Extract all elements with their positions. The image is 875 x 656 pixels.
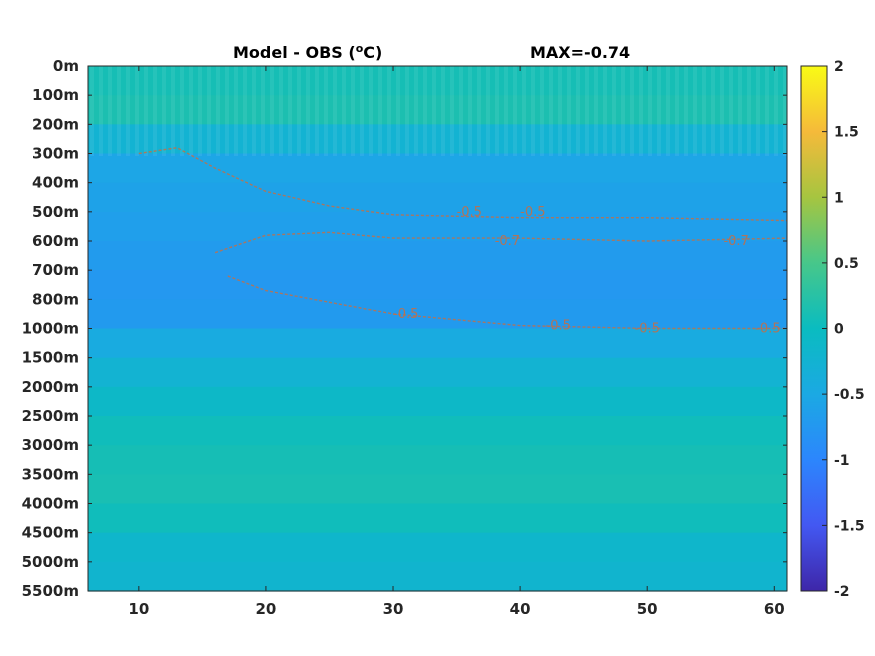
contour-label: -0.5	[457, 205, 482, 220]
heatmap-band	[88, 503, 787, 534]
contour-label: -0.5	[520, 205, 545, 220]
colorbar-tick-label: 1.5	[834, 125, 859, 141]
contour-line	[214, 231, 788, 254]
colorbar-tick-label: 1	[834, 190, 844, 206]
colorbar-tick-label: 0.5	[834, 256, 859, 272]
contour-label: -0.5	[755, 322, 780, 337]
heatmap-area: -0.5 -0.5-0.7 -0.7-0.5-0.5 -0.5 -0.5	[88, 66, 788, 592]
heatmap-band	[88, 561, 787, 592]
surface-stripe-texture	[88, 66, 787, 156]
heatmap-band	[88, 153, 787, 184]
y-tick-label: 2500m	[22, 407, 79, 425]
heatmap-band	[88, 211, 787, 242]
y-tick-label: 3500m	[22, 465, 79, 483]
heatmap-band	[88, 445, 787, 475]
heatmap-band	[88, 357, 787, 388]
heatmap-band	[88, 386, 787, 417]
y-tick-label: 0m	[53, 57, 79, 75]
heatmap-band	[88, 328, 787, 359]
y-tick-label: 600m	[32, 232, 79, 250]
x-tick-label: 30	[383, 600, 404, 618]
y-tick-label: 1000m	[22, 320, 79, 338]
heatmap-band	[88, 299, 787, 330]
contour-line	[138, 146, 788, 222]
y-tick-label: 1500m	[22, 349, 79, 367]
contour-label: -0.7	[495, 234, 520, 249]
y-tick-label: 800m	[32, 290, 79, 308]
max-label: MAX=-0.74	[530, 43, 630, 62]
colorbar-tick-label: -1.5	[834, 518, 865, 534]
y-tick-label: 4000m	[22, 495, 79, 513]
x-tick-label: 60	[764, 600, 785, 618]
x-tick-label: 50	[637, 600, 658, 618]
colorbar: 2 1.5 1 0.5 0 -0.5 -1 -1.5 -2	[800, 59, 865, 600]
heatmap-band	[88, 474, 787, 505]
heatmap-band	[88, 270, 787, 300]
y-tick-label: 300m	[32, 145, 79, 163]
y-tick-label: 3000m	[22, 436, 79, 454]
y-tick-label: 700m	[32, 261, 79, 279]
colorbar-tick-label: 2	[834, 59, 844, 75]
y-tick-label: 5000m	[22, 553, 79, 571]
x-tick-label: 40	[510, 600, 531, 618]
colorbar-tick-label: 0	[834, 322, 844, 338]
heatmap-band	[88, 416, 787, 446]
contour-label: -0.5	[635, 322, 660, 337]
heatmap-band	[88, 182, 787, 213]
y-tick-label: 100m	[32, 86, 79, 104]
y-tick-label: 500m	[32, 203, 79, 221]
heatmap-band	[88, 241, 787, 271]
chart-title: Model - OBS (oC)	[233, 42, 382, 62]
contour-label: -0.5	[546, 319, 571, 334]
x-tick-label: 20	[255, 600, 276, 618]
y-tick-label: 200m	[32, 115, 79, 133]
colorbar-tick-label: -0.5	[834, 387, 865, 403]
contour-line	[227, 275, 787, 330]
x-tick-label: 10	[128, 600, 149, 618]
y-tick-label: 2000m	[22, 378, 79, 396]
colorbar-tick-label: -2	[834, 584, 850, 600]
heatmap-band	[88, 532, 787, 563]
contour-label: -0.5	[393, 307, 418, 322]
colorbar-tick-label: -1	[834, 453, 850, 469]
colorbar-gradient	[800, 65, 828, 592]
y-tick-label: 5500m	[22, 582, 79, 600]
y-tick-label: 4500m	[22, 524, 79, 542]
y-tick-label: 400m	[32, 174, 79, 192]
contour-label: -0.7	[723, 234, 748, 249]
